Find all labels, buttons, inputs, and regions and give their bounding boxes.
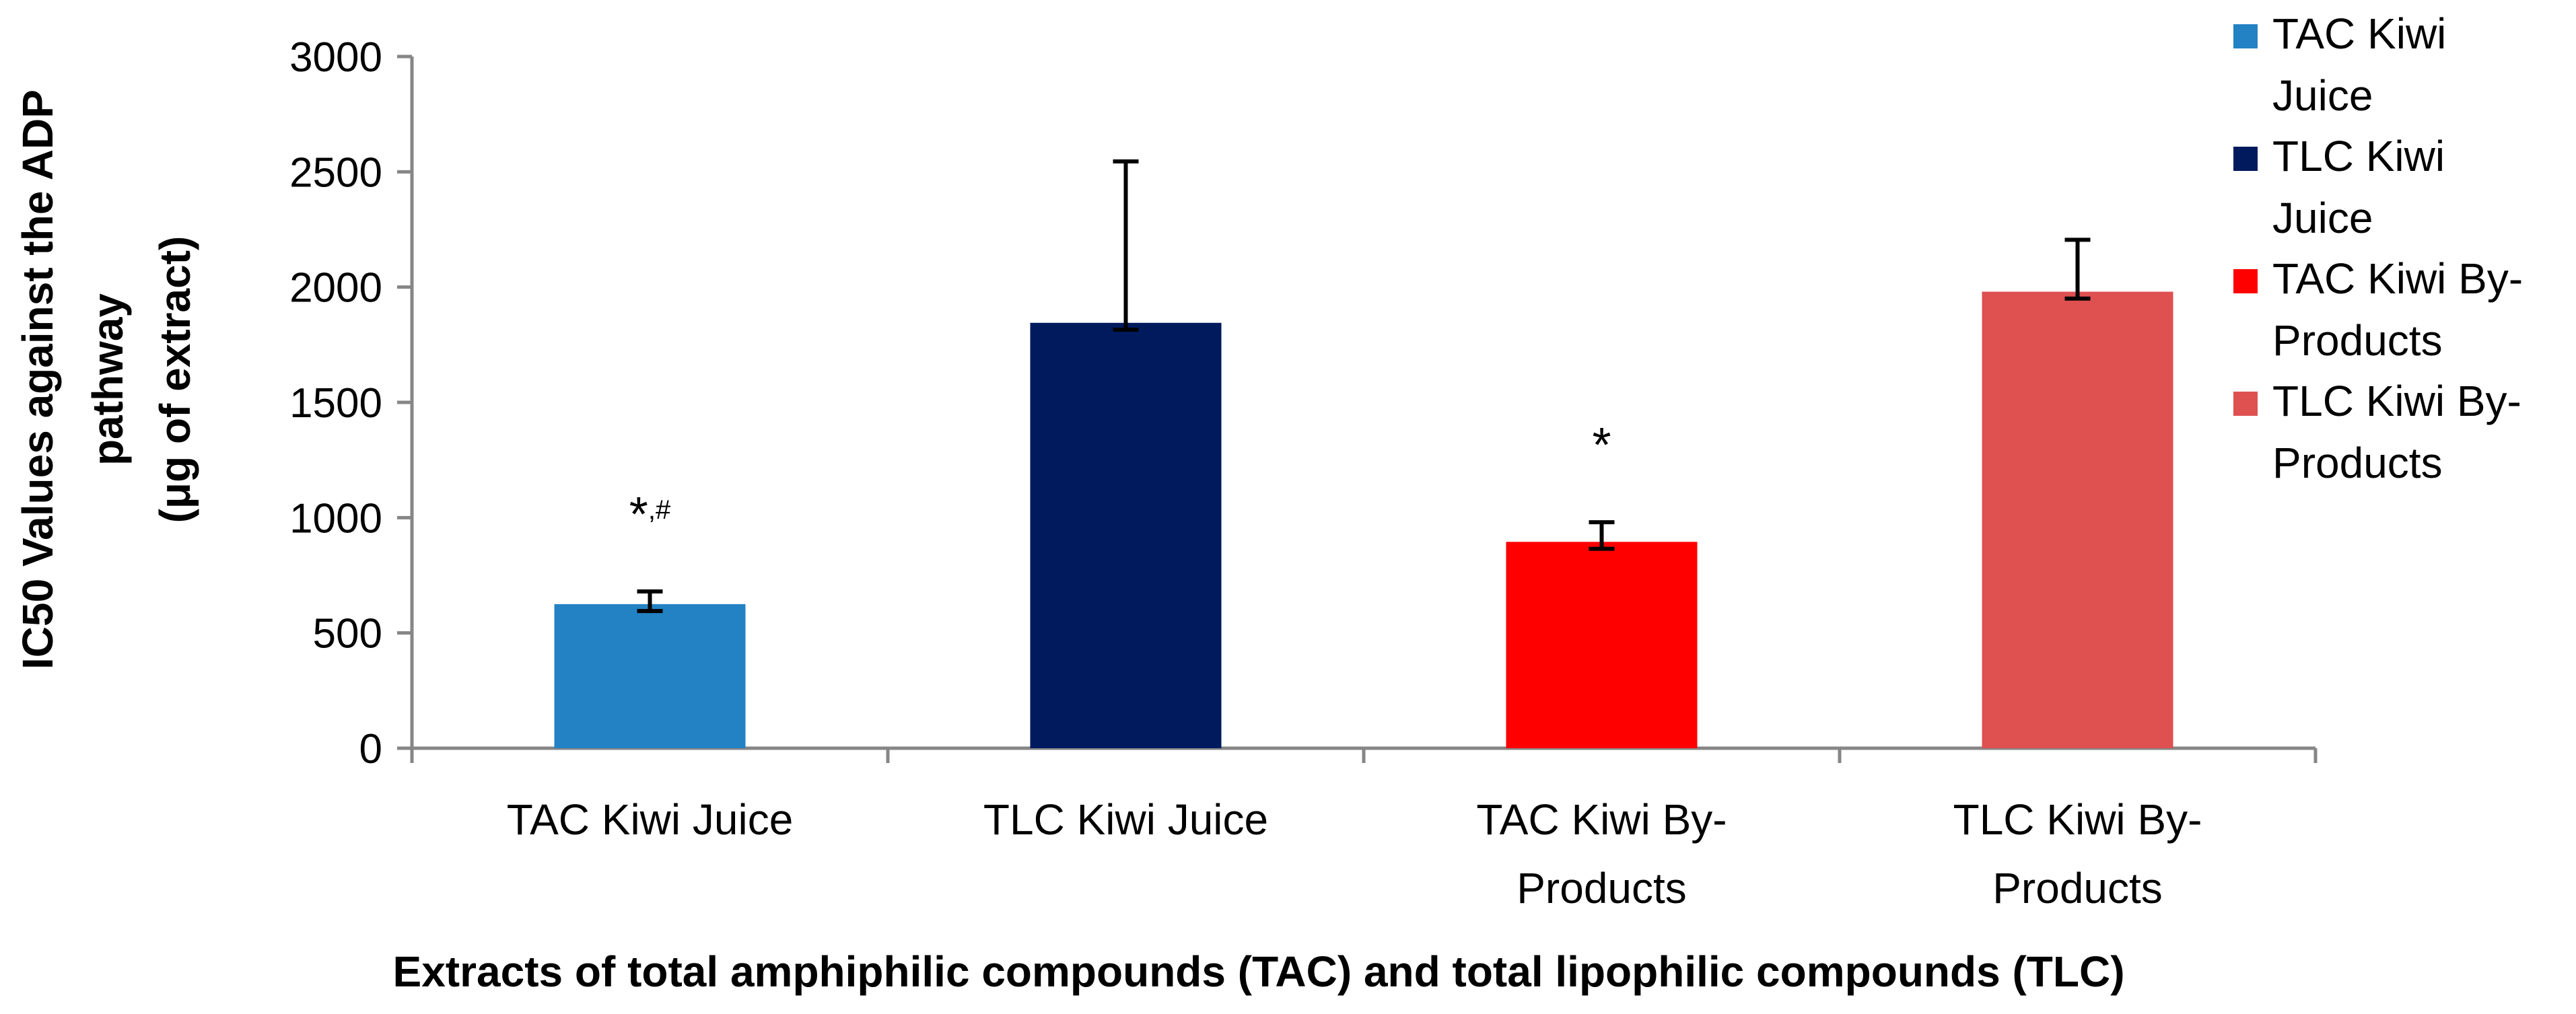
legend-swatch bbox=[2233, 147, 2258, 171]
significance-superscript: ,# bbox=[648, 495, 671, 525]
legend-label: Products bbox=[2272, 439, 2443, 487]
x-category-label: Products bbox=[1517, 864, 1687, 912]
y-axis-title-line: (μg of extract) bbox=[151, 236, 199, 523]
bar bbox=[554, 604, 746, 748]
bar-group: * bbox=[1506, 419, 1698, 748]
y-axis-title-line: pathway bbox=[83, 293, 132, 466]
legend-label: TLC Kiwi bbox=[2272, 132, 2445, 180]
legend-entry: TAC Kiwi Juice bbox=[2233, 9, 2446, 120]
legend-entry: TLC Kiwi Juice bbox=[2233, 132, 2445, 242]
legend-swatch bbox=[2233, 269, 2258, 293]
legend-swatch bbox=[2233, 392, 2258, 416]
bar bbox=[1982, 291, 2173, 748]
x-axis-title-text: Extracts of total amphiphilic compounds … bbox=[393, 947, 2125, 996]
x-category-label: TAC Kiwi Juice bbox=[507, 795, 794, 844]
legend-label: Juice bbox=[2272, 71, 2373, 120]
x-axis-title: Extracts of total amphiphilic compounds … bbox=[393, 947, 2125, 996]
x-category-label: TLC Kiwi By- bbox=[1953, 795, 2202, 844]
bar-group: *,# bbox=[554, 488, 746, 748]
y-axis-title: IC50 Values against the ADP pathway (μg of… bbox=[13, 89, 199, 669]
y-tick-label: 2500 bbox=[289, 149, 382, 196]
legend-label: TAC Kiwi By- bbox=[2272, 254, 2523, 303]
bar-group bbox=[1030, 159, 1222, 748]
significance-symbol: * bbox=[629, 488, 648, 542]
x-category-label: TLC Kiwi Juice bbox=[983, 795, 1268, 844]
y-axis: 0 500 1000 1500 2000 2500 3000 bbox=[289, 34, 414, 772]
legend-label: Products bbox=[2272, 316, 2443, 365]
legend-swatch bbox=[2233, 24, 2258, 48]
significance-marker: * bbox=[1592, 419, 1611, 472]
legend-label: Juice bbox=[2272, 194, 2373, 242]
bars: *,#* bbox=[554, 159, 2173, 748]
legend-entry: TLC Kiwi By- Products bbox=[2233, 377, 2521, 487]
x-axis: TAC Kiwi Juice TLC Kiwi Juice TAC Kiwi By-… bbox=[410, 746, 2318, 912]
y-tick-label: 3000 bbox=[289, 34, 382, 81]
bar bbox=[1506, 542, 1698, 748]
y-tick-label: 2000 bbox=[289, 265, 382, 312]
y-tick-label: 0 bbox=[359, 726, 382, 772]
legend-label: TLC Kiwi By- bbox=[2272, 377, 2521, 425]
x-category-label: TAC Kiwi By- bbox=[1476, 795, 1727, 844]
y-tick-label: 500 bbox=[313, 611, 382, 657]
y-tick-label: 1000 bbox=[289, 495, 382, 542]
significance-marker: *,# bbox=[629, 488, 671, 542]
y-tick-label: 1500 bbox=[289, 380, 382, 427]
bar bbox=[1030, 322, 1222, 748]
significance-symbol: * bbox=[1592, 419, 1611, 472]
legend: TAC Kiwi Juice TLC Kiwi Juice TAC Kiwi By- Pr… bbox=[2233, 9, 2523, 487]
legend-label: TAC Kiwi bbox=[2272, 9, 2446, 58]
bar-group bbox=[1982, 238, 2173, 748]
x-category-label: Products bbox=[1992, 864, 2163, 912]
y-axis-title-line: IC50 Values against the ADP bbox=[13, 89, 62, 669]
legend-entry: TAC Kiwi By- Products bbox=[2233, 254, 2523, 365]
